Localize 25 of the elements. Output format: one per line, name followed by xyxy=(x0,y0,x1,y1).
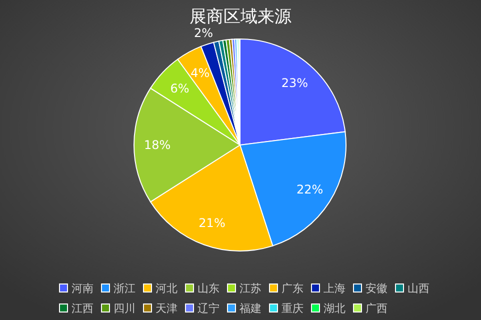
chart-title: 展商区域来源 xyxy=(190,7,292,27)
data-label: 23% xyxy=(281,76,308,90)
data-label: 21% xyxy=(198,216,226,230)
data-label: 22% xyxy=(296,182,324,196)
legend-label: 河南 xyxy=(72,282,94,295)
data-label: 2% xyxy=(194,26,214,40)
data-label: 6% xyxy=(170,82,190,96)
data-label: 4% xyxy=(190,66,210,80)
legend-label: 天津 xyxy=(156,302,178,315)
legend-label: 山西 xyxy=(408,282,430,295)
legend-label: 山东 xyxy=(198,282,220,295)
legend-label: 河北 xyxy=(156,282,178,295)
legend-label: 江西 xyxy=(72,302,94,315)
legend-label: 湖北 xyxy=(324,302,346,315)
legend-label: 浙江 xyxy=(114,282,136,295)
legend-label: 福建 xyxy=(240,302,262,315)
legend-label: 上海 xyxy=(324,282,346,295)
legend-label: 广东 xyxy=(282,282,304,295)
legend-label: 广西 xyxy=(366,302,388,315)
legend-label: 安徽 xyxy=(366,282,388,295)
legend-label: 四川 xyxy=(114,302,136,315)
legend-label: 重庆 xyxy=(282,302,304,315)
legend-label: 辽宁 xyxy=(198,302,220,315)
legend-label: 江苏 xyxy=(240,282,262,295)
data-label: 18% xyxy=(144,138,171,152)
